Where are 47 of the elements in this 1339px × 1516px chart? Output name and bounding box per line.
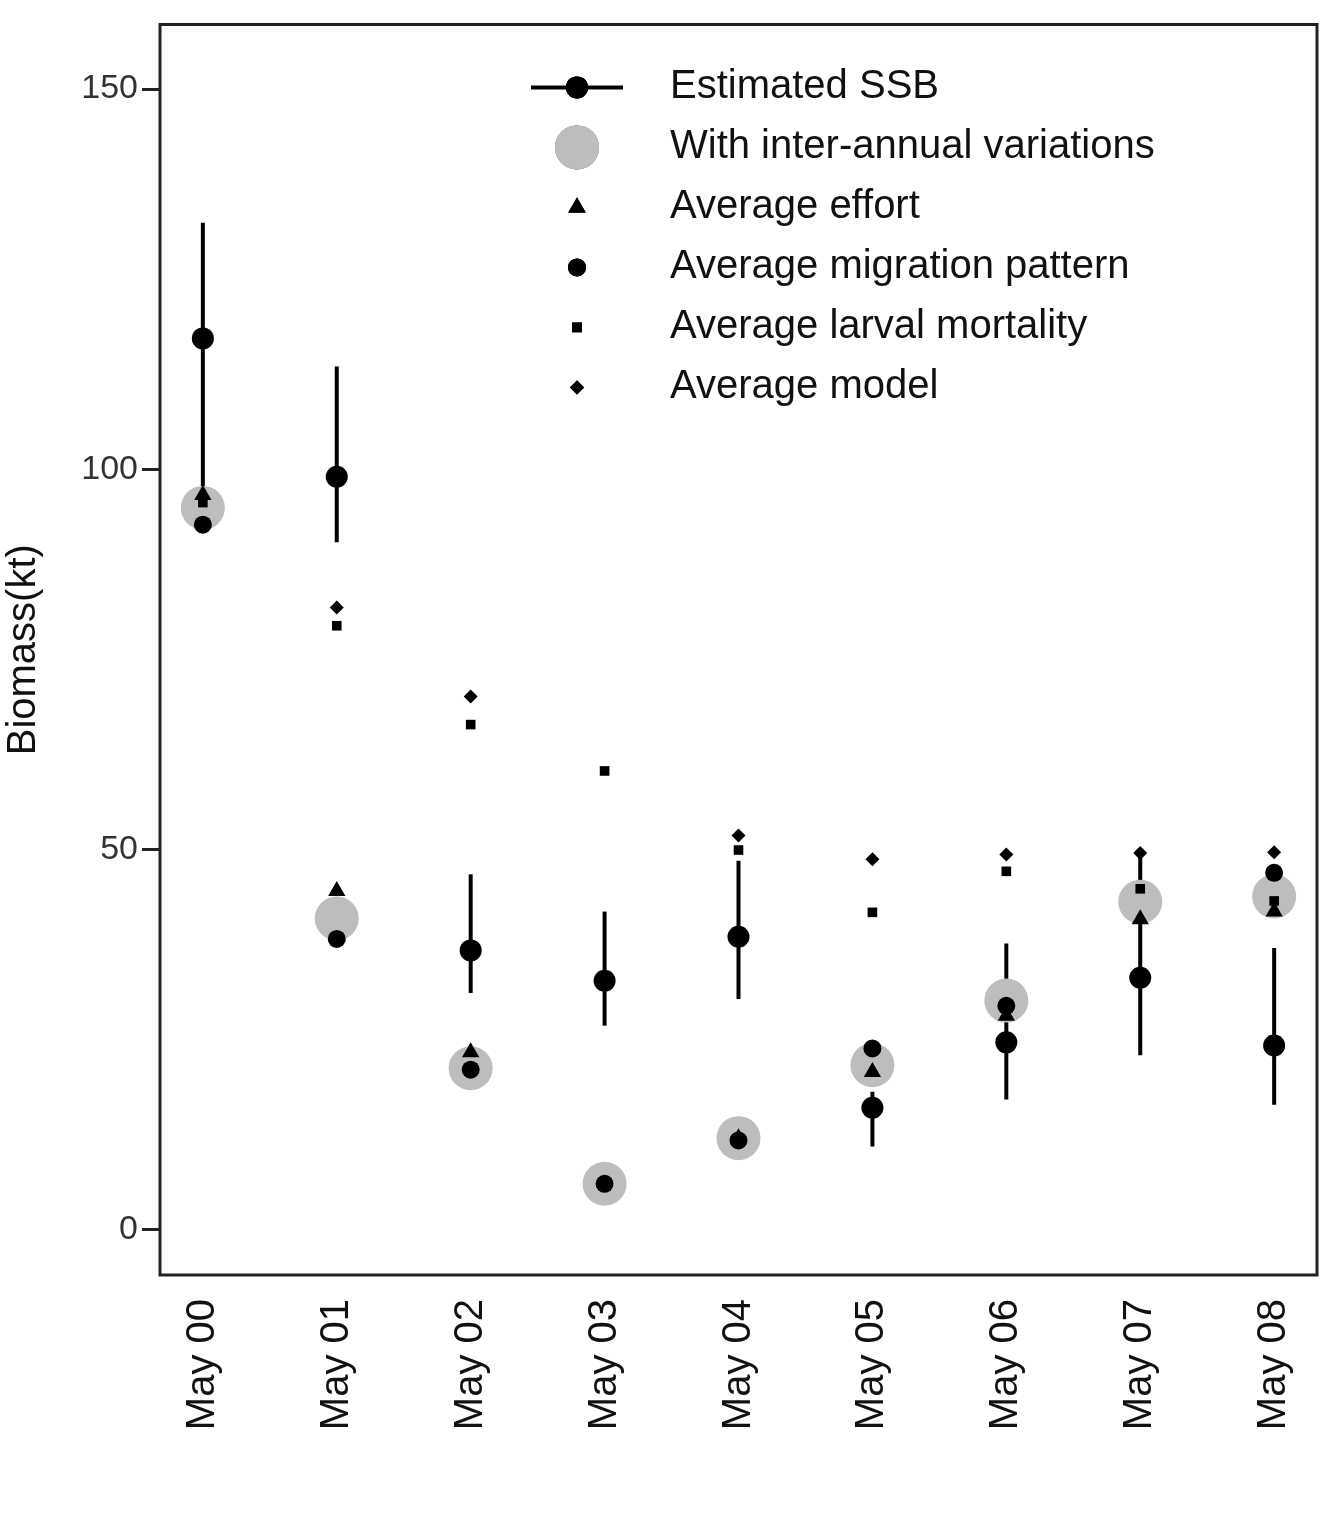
point bbox=[314, 896, 359, 941]
point bbox=[459, 939, 482, 962]
point bbox=[1265, 863, 1284, 882]
y-tick-label: 0 bbox=[119, 1207, 138, 1246]
y-tick-label: 50 bbox=[100, 827, 138, 866]
x-tick-label: May 03 bbox=[579, 1299, 624, 1431]
point bbox=[733, 845, 744, 855]
y-tick-label: 100 bbox=[81, 447, 138, 486]
point bbox=[463, 689, 478, 704]
point bbox=[193, 515, 212, 534]
y-axis-title: Biomass(kt) bbox=[0, 544, 44, 756]
y-tick-label: 150 bbox=[81, 67, 138, 106]
x-tick-label: May 01 bbox=[311, 1299, 356, 1431]
point bbox=[1133, 846, 1148, 861]
point bbox=[863, 1039, 882, 1058]
x-tick-label: May 07 bbox=[1115, 1299, 1160, 1431]
point bbox=[731, 828, 746, 843]
x-tick-label: May 06 bbox=[981, 1299, 1026, 1431]
legend-label: With inter-annual variations bbox=[670, 122, 1155, 167]
point bbox=[328, 881, 346, 897]
legend-label: Estimated SSB bbox=[670, 62, 940, 107]
point bbox=[727, 925, 750, 948]
point bbox=[1135, 883, 1146, 894]
x-tick-label: May 05 bbox=[847, 1299, 892, 1431]
point bbox=[861, 1096, 884, 1119]
point bbox=[1269, 896, 1279, 906]
x-tick-label: May 04 bbox=[713, 1299, 758, 1431]
point bbox=[329, 600, 344, 615]
point bbox=[999, 847, 1014, 862]
x-tick-label: May 02 bbox=[445, 1299, 490, 1431]
legend-label: Average effort bbox=[670, 182, 920, 227]
point bbox=[325, 465, 348, 488]
point bbox=[1263, 1034, 1286, 1057]
legend-label: Average model bbox=[670, 362, 939, 407]
x-tick-label: May 00 bbox=[177, 1299, 222, 1431]
point bbox=[995, 1031, 1018, 1054]
point bbox=[327, 929, 346, 948]
point bbox=[865, 852, 880, 867]
point bbox=[1129, 966, 1152, 989]
point bbox=[1267, 845, 1282, 860]
legend-label: Average migration pattern bbox=[670, 242, 1130, 287]
legend-label: Average larval mortality bbox=[670, 302, 1088, 347]
point bbox=[331, 620, 342, 631]
point bbox=[599, 766, 610, 776]
point bbox=[593, 969, 616, 992]
x-tick-label: May 08 bbox=[1249, 1299, 1294, 1431]
point bbox=[191, 327, 214, 350]
